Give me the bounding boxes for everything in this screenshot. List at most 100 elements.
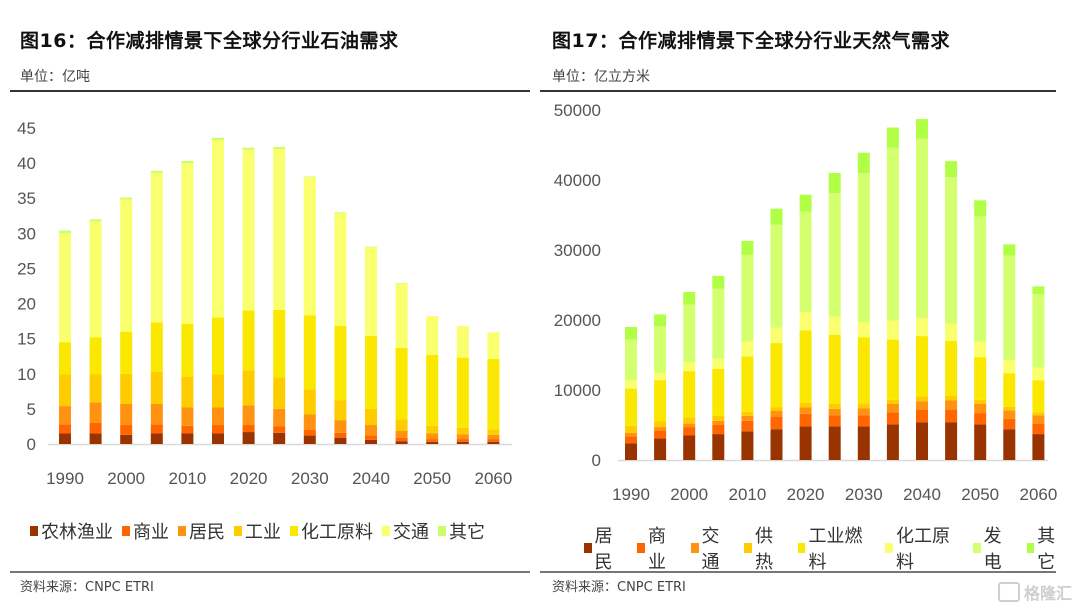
bar-segment-2005-发电 — [712, 288, 725, 359]
bar-segment-1995-交通 — [89, 221, 102, 338]
bar-segment-2055-供热 — [1003, 406, 1016, 411]
bar-segment-2020-交通 — [242, 149, 255, 311]
legend-swatch — [234, 526, 242, 536]
legend-label: 居民 — [189, 522, 225, 543]
bar-segment-2050-居民 — [426, 433, 439, 440]
bar-segment-1995-商业 — [654, 430, 667, 439]
bar-segment-1990-商业 — [625, 436, 637, 444]
bar-stack-2005 — [712, 275, 725, 460]
bar-segment-2045-化工原料 — [945, 323, 958, 341]
top-divider — [10, 90, 530, 92]
bar-segment-2035-工业燃料 — [886, 339, 899, 400]
legend-item: 商业 — [637, 522, 681, 574]
bar-segment-2040-商业 — [916, 409, 928, 423]
bar-segment-2040-发电 — [916, 138, 928, 318]
bar-segment-2005-供热 — [712, 415, 725, 421]
bar-segment-2010-工业燃料 — [741, 356, 754, 412]
y-tick-label: 25 — [17, 259, 36, 278]
bar-segment-1995-工业 — [89, 374, 102, 403]
watermark-text: 格隆汇 — [1023, 584, 1072, 603]
bar-segment-2060-商业 — [487, 439, 500, 442]
bar-segment-2040-供热 — [916, 396, 928, 402]
legend-swatch — [973, 543, 981, 553]
bar-stack-2000 — [120, 197, 133, 444]
bar-stack-2020 — [242, 147, 255, 444]
oil-chart-title: 图16：合作减排情景下全球分行业石油需求 — [20, 30, 399, 52]
bar-segment-2040-居民 — [365, 425, 377, 436]
bar-segment-2055-其它 — [1003, 244, 1016, 256]
bar-segment-2030-化工原料 — [857, 322, 870, 338]
bar-segment-2010-农林渔业 — [181, 433, 194, 444]
bar-segment-2045-化工原料 — [395, 347, 408, 420]
bar-segment-2005-化工原料 — [712, 358, 725, 369]
bar-segment-2035-农林渔业 — [334, 437, 347, 444]
bar-segment-2000-工业 — [120, 373, 133, 404]
legend-item: 交通 — [690, 522, 735, 574]
bar-segment-1990-工业燃料 — [625, 388, 637, 426]
bar-segment-2020-居民 — [242, 405, 255, 426]
bar-segment-2020-商业 — [242, 425, 255, 433]
bar-segment-2000-交通 — [683, 423, 696, 428]
gas-source: 资料来源：CNPC ETRI — [552, 580, 686, 595]
bar-segment-2005-其它 — [712, 275, 725, 289]
x-tick-label: 2030 — [291, 469, 329, 488]
y-tick-label: 35 — [17, 189, 36, 208]
x-tick-label: 2020 — [230, 469, 268, 488]
bar-segment-2035-交通 — [334, 212, 347, 327]
legend-label: 农林渔业 — [41, 522, 113, 543]
bar-segment-2015-居民 — [212, 407, 224, 426]
gas-chart-title: 图17：合作减排情景下全球分行业天然气需求 — [552, 30, 950, 52]
bar-segment-2010-交通 — [181, 163, 194, 324]
bar-segment-2010-商业 — [741, 420, 754, 432]
bar-stack-2000 — [683, 292, 696, 460]
legend-item: 化工原料 — [885, 522, 964, 574]
bar-segment-2030-交通 — [303, 177, 316, 316]
bar-segment-2040-交通 — [365, 247, 377, 336]
y-tick-label: 30000 — [554, 241, 601, 260]
bar-segment-2020-供热 — [799, 402, 812, 408]
bar-stack-2030 — [303, 176, 316, 444]
bar-stack-2005 — [150, 170, 163, 444]
bar-segment-2035-化工原料 — [886, 320, 899, 340]
bar-stack-1990 — [59, 230, 71, 444]
bar-segment-2055-商业 — [1003, 418, 1016, 430]
bar-segment-2035-商业 — [886, 412, 899, 425]
bar-segment-2015-工业 — [212, 374, 224, 408]
legend-swatch — [290, 526, 298, 536]
legend-item: 工业燃料 — [797, 522, 877, 574]
bar-segment-2010-商业 — [181, 425, 194, 434]
bar-stack-2025 — [828, 173, 841, 460]
top-divider — [540, 90, 1056, 92]
bar-segment-2050-其它 — [974, 200, 987, 217]
bar-segment-2000-居民 — [683, 435, 696, 460]
bar-segment-2050-居民 — [974, 424, 987, 460]
oil-demand-chart: 0 5 10 15 20 25 30 35 40 45 1990 2000 2010 2020 2030 20… — [17, 119, 512, 488]
bar-stack-1995 — [89, 219, 102, 444]
bar-segment-1995-其它 — [654, 314, 667, 327]
bar-segment-2020-其它 — [242, 147, 255, 150]
bar-segment-2015-交通 — [212, 139, 224, 318]
bar-segment-2045-居民 — [395, 430, 408, 438]
bar-segment-1995-农林渔业 — [89, 433, 102, 444]
watermark-logo-icon — [997, 582, 1020, 602]
legend-swatch — [690, 543, 699, 553]
bar-segment-1990-农林渔业 — [59, 433, 71, 444]
bar-segment-2045-居民 — [945, 422, 958, 460]
legend-item: 其它 — [438, 518, 485, 544]
bar-stack-2050 — [974, 200, 987, 460]
y-tick-label: 20 — [17, 295, 36, 314]
bar-segment-2040-农林渔业 — [365, 439, 377, 444]
bar-segment-2000-其它 — [683, 292, 696, 305]
bar-segment-1990-发电 — [625, 339, 637, 381]
bar-segment-2000-供热 — [683, 417, 696, 424]
bar-segment-2040-化工原料 — [916, 317, 928, 337]
bar-segment-1990-化工原料 — [625, 380, 637, 389]
y-tick-label: 0 — [592, 451, 601, 470]
bar-segment-2010-居民 — [741, 431, 754, 460]
bar-segment-2015-交通 — [770, 411, 783, 417]
legend-item: 交通 — [382, 518, 429, 544]
bar-segment-2060-工业 — [487, 429, 500, 435]
bar-segment-2015-商业 — [212, 425, 224, 434]
bar-segment-2010-交通 — [741, 415, 754, 421]
bar-stack-2035 — [334, 212, 347, 444]
